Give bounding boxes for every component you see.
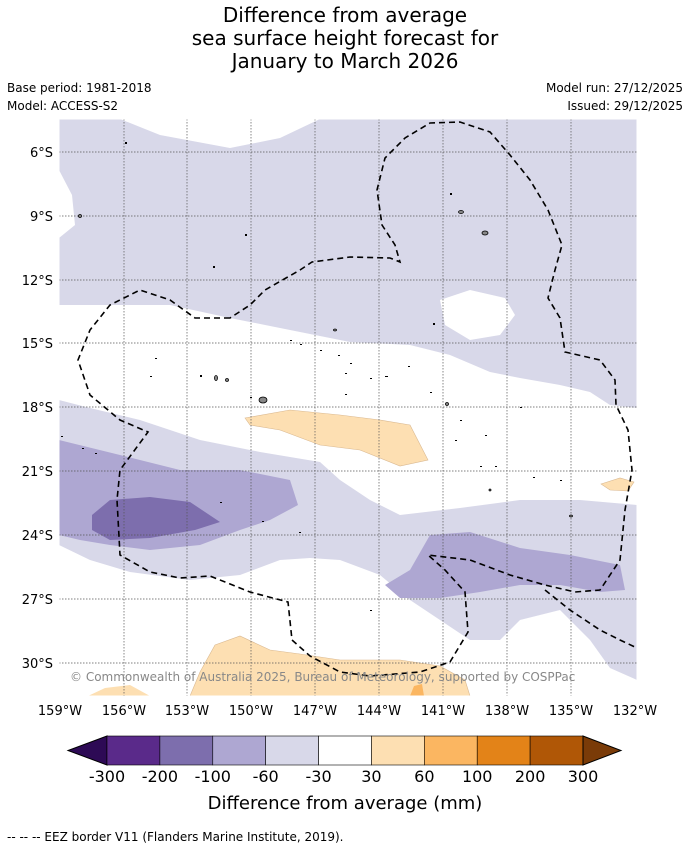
lon-label: 150°W xyxy=(229,704,273,719)
lon-label: 141°W xyxy=(421,704,465,719)
anomaly-pos30-east xyxy=(600,477,635,492)
colorbar-bin xyxy=(371,735,425,766)
lon-label: 138°W xyxy=(485,704,529,719)
lat-label: 6°S xyxy=(30,146,53,161)
anomaly-neg100-core xyxy=(92,497,220,540)
colorbar-tick-label: 300 xyxy=(568,767,599,786)
colorbar-label: Difference from average (mm) xyxy=(208,793,483,814)
lon-axis-labels: 159°W 156°W 153°W 150°W 147°W 144°W 141°… xyxy=(38,704,657,719)
anomaly-white-pocket xyxy=(440,290,515,340)
lon-label: 132°W xyxy=(613,704,657,719)
colorbar-tick-label: -100 xyxy=(195,767,231,786)
chart-title: Difference from average sea surface heig… xyxy=(0,4,690,73)
lat-label: 9°S xyxy=(30,210,53,225)
colorbar-tick-label: -60 xyxy=(253,767,279,786)
colorbar-bin xyxy=(106,735,161,766)
colorbar-bin xyxy=(265,735,319,766)
colorbar-bin xyxy=(318,735,372,766)
anomaly-pos30-southwest xyxy=(88,685,150,696)
lat-label: 21°S xyxy=(22,465,53,480)
lat-label: 15°S xyxy=(22,337,53,352)
colorbar-tick-label: -30 xyxy=(305,767,331,786)
title-line-2: sea surface height forecast for xyxy=(191,26,499,50)
lat-label: 12°S xyxy=(22,274,53,289)
title-line-3: January to March 2026 xyxy=(231,49,459,73)
base-period: Base period: 1981-2018 xyxy=(7,81,152,95)
meta-left: Base period: 1981-2018 Model: ACCESS-S2 xyxy=(7,79,152,115)
lat-axis-labels: 6°S 9°S 12°S 15°S 18°S 21°S 24°S 27°S 30… xyxy=(22,146,53,672)
eez-border-southwest xyxy=(544,589,637,649)
eez-border-cook-islands xyxy=(77,121,633,677)
eez-legend: -- -- -- EEZ border V11 (Flanders Marine… xyxy=(7,830,344,844)
islets xyxy=(61,142,562,611)
colorbar-bin xyxy=(159,735,214,766)
gridlines xyxy=(59,119,637,696)
lat-label: 24°S xyxy=(22,529,53,544)
colorbar xyxy=(66,735,623,766)
colorbar-extend-below xyxy=(66,735,108,766)
anomaly-pos60-south xyxy=(410,684,424,696)
colorbar-tick-label: 60 xyxy=(414,767,434,786)
lat-label: 18°S xyxy=(22,401,53,416)
islands xyxy=(78,210,573,518)
lon-label: 159°W xyxy=(38,704,82,719)
lon-label: 147°W xyxy=(293,704,337,719)
colorbar-ticks: -300 -200 -100 -60 -30 30 60 100 200 300 xyxy=(89,767,598,786)
colorbar-bin xyxy=(529,735,584,766)
colorbar-bin xyxy=(212,735,266,766)
copyright-text: © Commonwealth of Australia 2025, Bureau… xyxy=(70,670,575,684)
anomaly-neg60-east xyxy=(385,532,625,598)
model-run: Model run: 27/12/2025 xyxy=(545,81,683,95)
map-frame xyxy=(58,118,638,697)
lon-label: 153°W xyxy=(165,704,209,719)
colorbar-tick-label: 100 xyxy=(462,767,493,786)
colorbar-tick-label: 30 xyxy=(361,767,381,786)
lon-label: 144°W xyxy=(357,704,401,719)
meta-right: Model run: 27/12/2025 Issued: 29/12/2025 xyxy=(546,79,683,115)
colorbar-extend-above xyxy=(582,735,623,766)
colorbar-tick-label: 200 xyxy=(515,767,546,786)
map-plot-area: © Commonwealth of Australia 2025, Bureau… xyxy=(59,119,637,696)
lat-label: 30°S xyxy=(22,657,53,672)
lon-label: 156°W xyxy=(102,704,146,719)
lon-label: 135°W xyxy=(549,704,593,719)
anomaly-white-north-notch xyxy=(59,119,320,148)
anomaly-pos30-central xyxy=(244,409,429,467)
colorbar-bin xyxy=(476,735,531,766)
title-line-1: Difference from average xyxy=(222,3,468,27)
anomaly-pos30-south xyxy=(189,635,471,696)
colorbar-tick-label: -200 xyxy=(142,767,178,786)
issued-date: Issued: 29/12/2025 xyxy=(567,99,683,113)
model-name: Model: ACCESS-S2 xyxy=(7,99,119,113)
lat-label: 27°S xyxy=(22,593,53,608)
colorbar-bin xyxy=(424,735,478,766)
colorbar-tick-label: -300 xyxy=(89,767,125,786)
